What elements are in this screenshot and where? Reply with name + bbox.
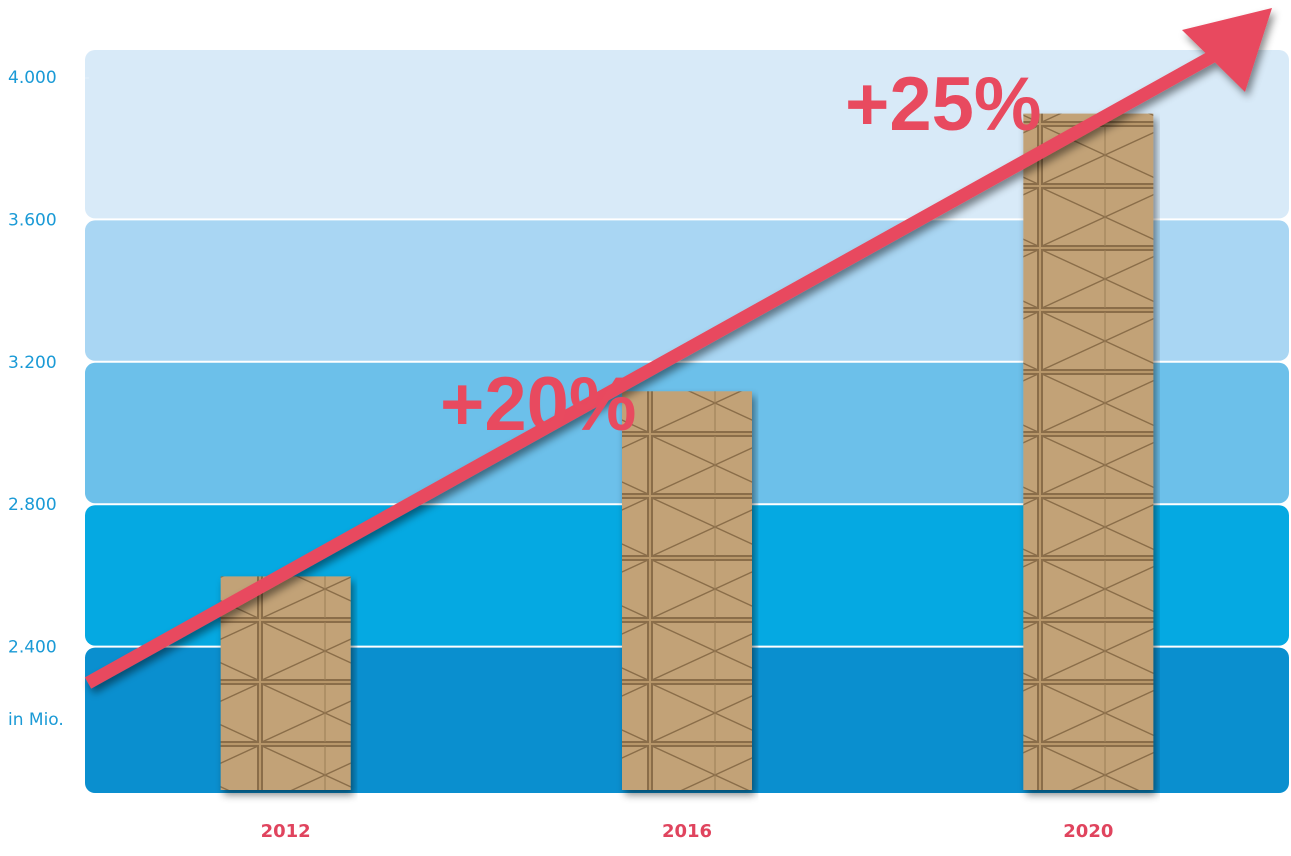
trend-arrow	[84, 8, 1272, 689]
annotation: +25%	[845, 62, 1042, 147]
y-tick-label: 3.600	[8, 210, 57, 230]
x-tick-label: 2020	[1063, 821, 1113, 842]
bar	[220, 576, 351, 790]
annotation: +20%	[440, 362, 637, 447]
x-tick-label: 2016	[662, 821, 712, 842]
bar	[1023, 113, 1154, 791]
y-axis-unit: in Mio.	[8, 710, 64, 730]
x-tick-label: 2012	[261, 821, 311, 842]
background-band	[85, 220, 1289, 361]
y-tick-label: 2.800	[8, 495, 57, 515]
y-tick-label: 2.400	[8, 638, 57, 658]
bar	[622, 391, 752, 790]
y-tick-label: 4.000	[8, 68, 57, 88]
y-tick-label: 3.200	[8, 353, 57, 373]
